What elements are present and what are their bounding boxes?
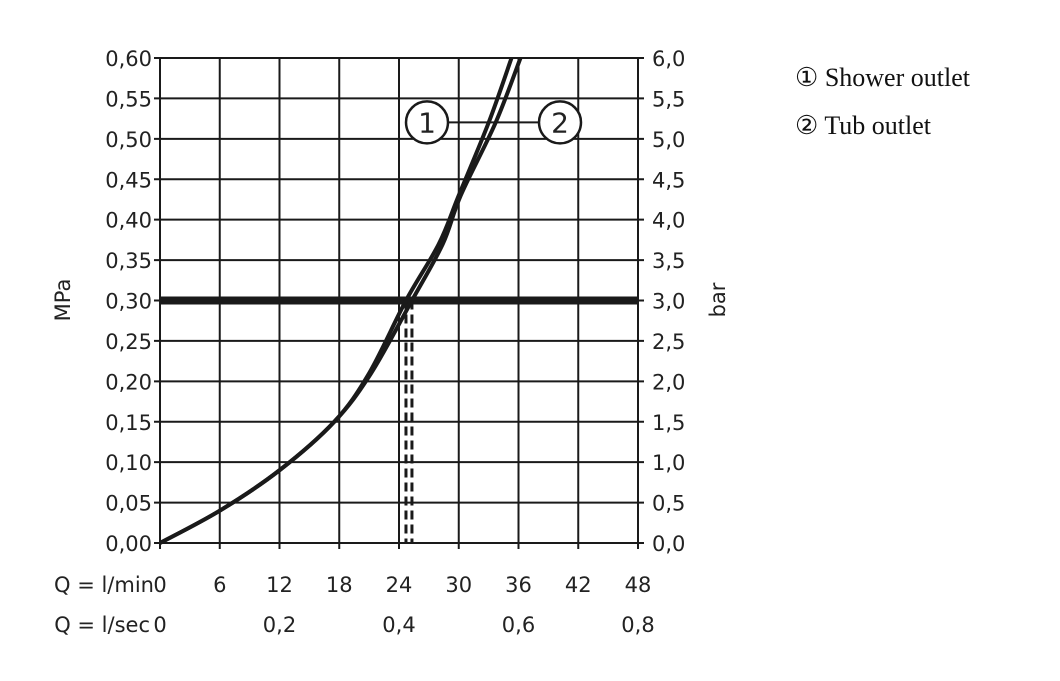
x-tick-lmin: 6 bbox=[213, 573, 226, 597]
x-tick-lmin: 30 bbox=[445, 573, 472, 597]
x-tick-lmin: 42 bbox=[565, 573, 592, 597]
y-tick-mpa: 0,05 bbox=[105, 492, 152, 516]
y-tick-mpa: 0,60 bbox=[105, 47, 152, 71]
legend-item-2: ② Tub outlet bbox=[795, 111, 932, 140]
y-label-left: MPa bbox=[51, 279, 75, 322]
x-label-lsec: Q = l/sec bbox=[54, 613, 150, 637]
x-label-lmin: Q = l/min bbox=[54, 573, 154, 597]
x-tick-lmin: 12 bbox=[266, 573, 293, 597]
y-tick-bar: 1,0 bbox=[652, 451, 685, 475]
y-tick-bar: 2,0 bbox=[652, 370, 685, 394]
y-tick-bar: 0,0 bbox=[652, 532, 685, 556]
y-tick-bar: 5,0 bbox=[652, 128, 685, 152]
y-tick-bar: 3,5 bbox=[652, 249, 685, 273]
legend-item-1: ① Shower outlet bbox=[795, 63, 970, 92]
series-line-2 bbox=[159, 57, 523, 545]
y-tick-bar: 5,5 bbox=[652, 87, 685, 111]
y-tick-mpa: 0,50 bbox=[105, 128, 152, 152]
x-tick-lsec: 0 bbox=[153, 613, 166, 637]
x-tick-lmin: 0 bbox=[153, 573, 166, 597]
y-tick-mpa: 0,00 bbox=[105, 532, 152, 556]
x-tick-lsec: 0,6 bbox=[502, 613, 535, 637]
y-tick-mpa: 0,20 bbox=[105, 370, 152, 394]
y-tick-mpa: 0,35 bbox=[105, 249, 152, 273]
y-tick-bar: 1,5 bbox=[652, 411, 685, 435]
x-tick-lsec: 0,2 bbox=[263, 613, 296, 637]
x-tick-lsec: 0,4 bbox=[382, 613, 415, 637]
y-tick-bar: 2,5 bbox=[652, 330, 685, 354]
legend: ① Shower outlet ② Tub outlet bbox=[795, 54, 970, 150]
x-tick-lmin: 24 bbox=[386, 573, 413, 597]
callout-circle-2 bbox=[537, 100, 583, 145]
y-tick-bar: 6,0 bbox=[652, 47, 685, 71]
callout-circle-1 bbox=[404, 100, 450, 145]
y-tick-mpa: 0,10 bbox=[105, 451, 152, 475]
y-tick-mpa: 0,15 bbox=[105, 411, 152, 435]
y-tick-mpa: 0,30 bbox=[105, 290, 152, 314]
callout-label-1: 1 bbox=[418, 106, 436, 139]
y-tick-bar: 0,5 bbox=[652, 492, 685, 516]
y-tick-mpa: 0,25 bbox=[105, 330, 152, 354]
y-label-right: bar bbox=[706, 282, 730, 317]
x-tick-lmin: 48 bbox=[625, 573, 652, 597]
y-tick-bar: 4,5 bbox=[652, 168, 685, 192]
y-tick-mpa: 0,45 bbox=[105, 168, 152, 192]
y-tick-mpa: 0,55 bbox=[105, 87, 152, 111]
y-tick-bar: 4,0 bbox=[652, 209, 685, 233]
x-tick-lmin: 36 bbox=[505, 573, 532, 597]
x-tick-lmin: 18 bbox=[326, 573, 353, 597]
x-tick-lsec: 0,8 bbox=[621, 613, 654, 637]
y-tick-mpa: 0,40 bbox=[105, 209, 152, 233]
y-tick-bar: 3,0 bbox=[652, 290, 685, 314]
callout-label-2: 2 bbox=[551, 106, 569, 139]
